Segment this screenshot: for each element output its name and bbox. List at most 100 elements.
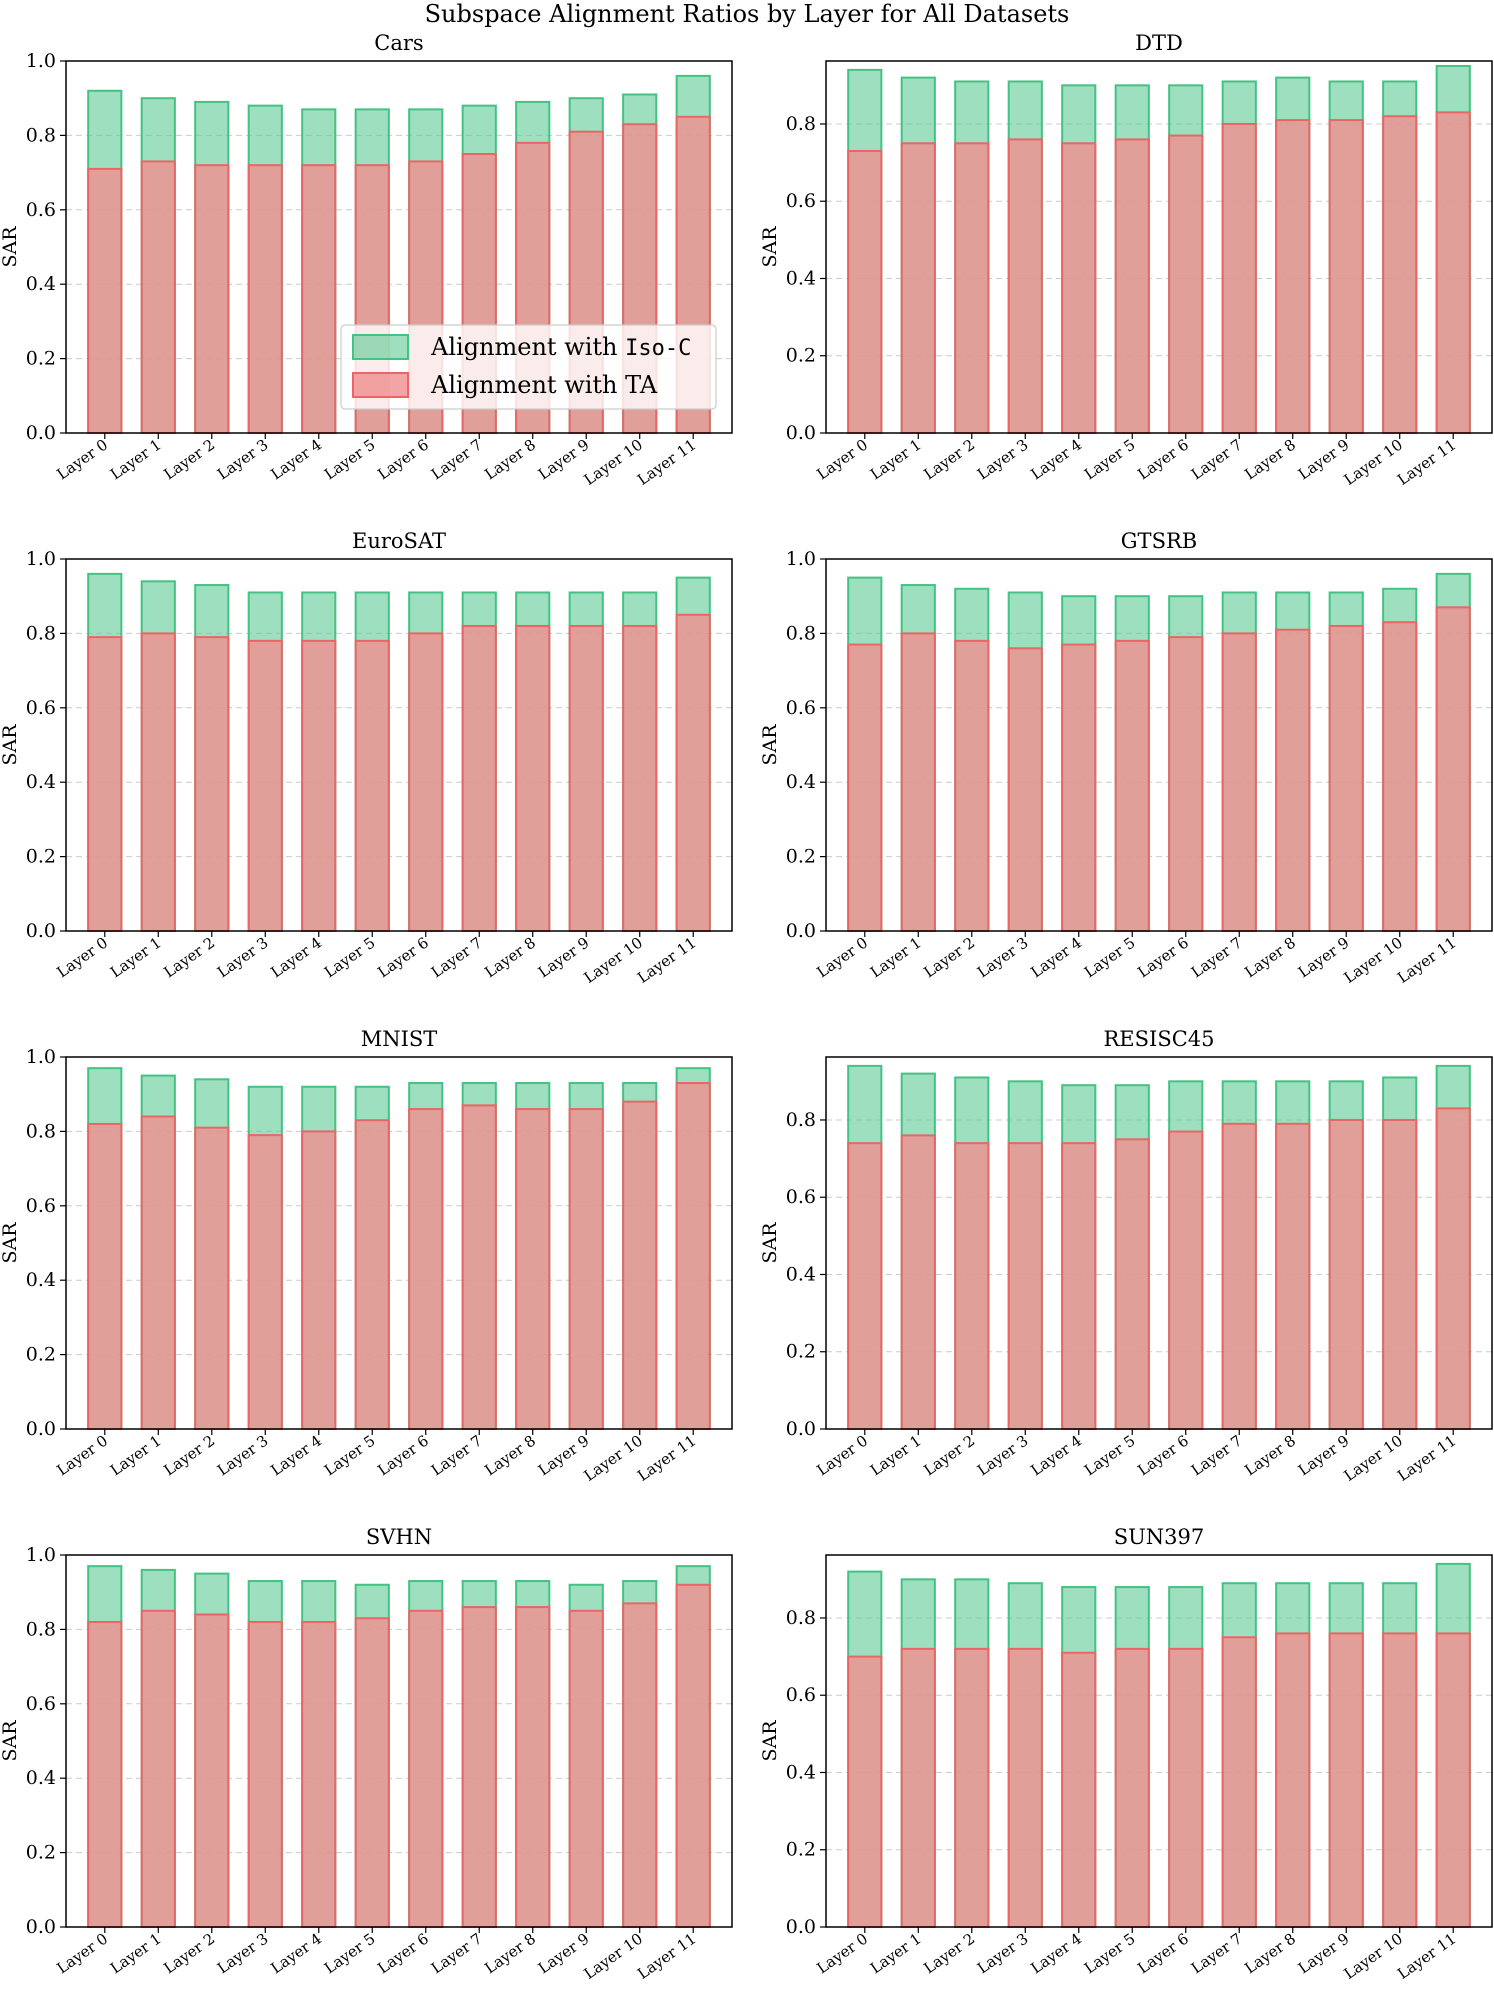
bar-ta bbox=[1435, 111, 1471, 434]
bar-ta bbox=[954, 639, 990, 933]
x-tick-label: Layer 11 bbox=[634, 1930, 699, 1983]
bar-ta bbox=[194, 1613, 230, 1929]
axes-frame bbox=[825, 1554, 1493, 1928]
y-tick-label: 0.8 bbox=[786, 1607, 816, 1629]
x-tick-label: Layer 3 bbox=[974, 436, 1032, 484]
bar-ta bbox=[301, 164, 337, 434]
bar-ta bbox=[194, 636, 230, 932]
x-tick-label: Layer 6 bbox=[374, 934, 432, 982]
bar-ta bbox=[87, 1620, 123, 1928]
y-axis-label: SAR bbox=[759, 1222, 781, 1264]
y-tick-label: 0.2 bbox=[26, 1842, 56, 1864]
x-tick-label: Layer 8 bbox=[1241, 1930, 1299, 1978]
y-axis-label: SAR bbox=[0, 1222, 21, 1264]
x-tick-label: Layer 2 bbox=[920, 934, 978, 982]
bar-ta bbox=[1007, 647, 1043, 933]
bar-ta bbox=[247, 639, 283, 933]
bar-ta bbox=[140, 1115, 176, 1431]
bar-ta bbox=[1061, 1651, 1097, 1928]
legend-swatch-iso-c bbox=[352, 334, 409, 360]
x-tick-label: Layer 6 bbox=[374, 436, 432, 484]
bar-ta bbox=[515, 1606, 551, 1928]
x-tick-label: Layer 1 bbox=[107, 934, 165, 982]
y-tick-label: 0.0 bbox=[786, 1916, 816, 1938]
x-tick-label: Layer 3 bbox=[974, 1930, 1032, 1978]
x-tick-label: Layer 1 bbox=[867, 1432, 925, 1480]
x-tick-label: Layer 4 bbox=[267, 436, 325, 484]
x-tick-label: Layer 8 bbox=[481, 1930, 539, 1978]
x-tick-label: Layer 6 bbox=[1134, 934, 1192, 982]
legend-swatch-ta bbox=[352, 372, 409, 398]
x-tick-label: Layer 10 bbox=[581, 436, 646, 489]
bar-ta bbox=[408, 1609, 444, 1929]
x-tick-label: Layer 6 bbox=[374, 1432, 432, 1480]
x-tick-label: Layer 4 bbox=[1027, 1432, 1085, 1480]
y-tick-label: 0.8 bbox=[786, 622, 816, 644]
x-tick-label: Layer 7 bbox=[428, 436, 486, 484]
legend: Alignment with Iso-C Alignment with TA bbox=[340, 324, 717, 410]
bar-ta bbox=[1382, 1118, 1418, 1430]
x-tick-label: Layer 7 bbox=[1188, 1930, 1246, 1978]
bar-ta bbox=[1007, 1142, 1043, 1430]
bar-ta bbox=[247, 1134, 283, 1430]
y-tick-label: 0.6 bbox=[786, 1186, 816, 1208]
x-tick-label: Layer 7 bbox=[1188, 436, 1246, 484]
bar-ta bbox=[140, 632, 176, 933]
bar-ta bbox=[515, 624, 551, 933]
bar-ta bbox=[354, 639, 390, 933]
bar-ta bbox=[675, 1583, 711, 1928]
bar-ta bbox=[1382, 115, 1418, 435]
y-tick-label: 1.0 bbox=[26, 548, 56, 570]
x-tick-label: Layer 3 bbox=[974, 1432, 1032, 1480]
panel-title: RESISC45 bbox=[1104, 1027, 1215, 1051]
x-tick-label: Layer 1 bbox=[107, 436, 165, 484]
y-tick-label: 0.8 bbox=[26, 1618, 56, 1640]
y-tick-label: 0.4 bbox=[26, 771, 56, 793]
y-tick-label: 0.0 bbox=[26, 1916, 56, 1938]
x-tick-label: Layer 10 bbox=[581, 1432, 646, 1485]
bar-ta bbox=[461, 1606, 497, 1928]
y-tick-label: 0.2 bbox=[26, 348, 56, 370]
bar-ta bbox=[1168, 134, 1204, 435]
x-tick-label: Layer 2 bbox=[160, 934, 218, 982]
x-tick-label: Layer 2 bbox=[160, 1432, 218, 1480]
bar-ta bbox=[140, 160, 176, 434]
x-tick-label: Layer 4 bbox=[267, 1432, 325, 1480]
x-tick-label: Layer 10 bbox=[581, 1930, 646, 1983]
x-tick-label: Layer 3 bbox=[214, 1930, 272, 1978]
bar-ta bbox=[1435, 1632, 1471, 1929]
bar-ta bbox=[1275, 119, 1311, 434]
y-tick-label: 1.0 bbox=[26, 50, 56, 72]
y-axis-label: SAR bbox=[0, 1720, 21, 1762]
legend-label-text: Alignment with TA bbox=[430, 371, 658, 399]
y-tick-label: 0.4 bbox=[26, 1767, 56, 1789]
bar-ta bbox=[900, 142, 936, 435]
axes-frame bbox=[65, 1554, 733, 1928]
x-tick-label: Layer 10 bbox=[1341, 1930, 1406, 1983]
x-tick-label: Layer 8 bbox=[1241, 1432, 1299, 1480]
y-tick-label: 0.6 bbox=[26, 1195, 56, 1217]
y-tick-label: 0.6 bbox=[26, 1693, 56, 1715]
y-tick-label: 0.4 bbox=[26, 1269, 56, 1291]
bar-ta bbox=[87, 636, 123, 932]
bar-ta bbox=[1435, 606, 1471, 932]
x-tick-label: Layer 8 bbox=[481, 934, 539, 982]
bar-ta bbox=[461, 624, 497, 933]
panel-title: DTD bbox=[1135, 31, 1183, 55]
x-tick-label: Layer 8 bbox=[1241, 436, 1299, 484]
bar-ta bbox=[515, 1108, 551, 1430]
bar-ta bbox=[301, 1130, 337, 1431]
x-tick-label: Layer 10 bbox=[1341, 1432, 1406, 1485]
y-tick-label: 0.4 bbox=[786, 771, 816, 793]
bar-ta bbox=[900, 1134, 936, 1431]
bar-ta bbox=[1114, 1138, 1150, 1431]
y-axis-label: SAR bbox=[0, 724, 21, 766]
x-tick-label: Layer 6 bbox=[374, 1930, 432, 1978]
bar-ta bbox=[87, 1122, 123, 1430]
y-axis-label: SAR bbox=[759, 724, 781, 766]
y-tick-label: 0.6 bbox=[26, 697, 56, 719]
x-tick-label: Layer 7 bbox=[428, 934, 486, 982]
y-tick-label: 0.8 bbox=[26, 124, 56, 146]
